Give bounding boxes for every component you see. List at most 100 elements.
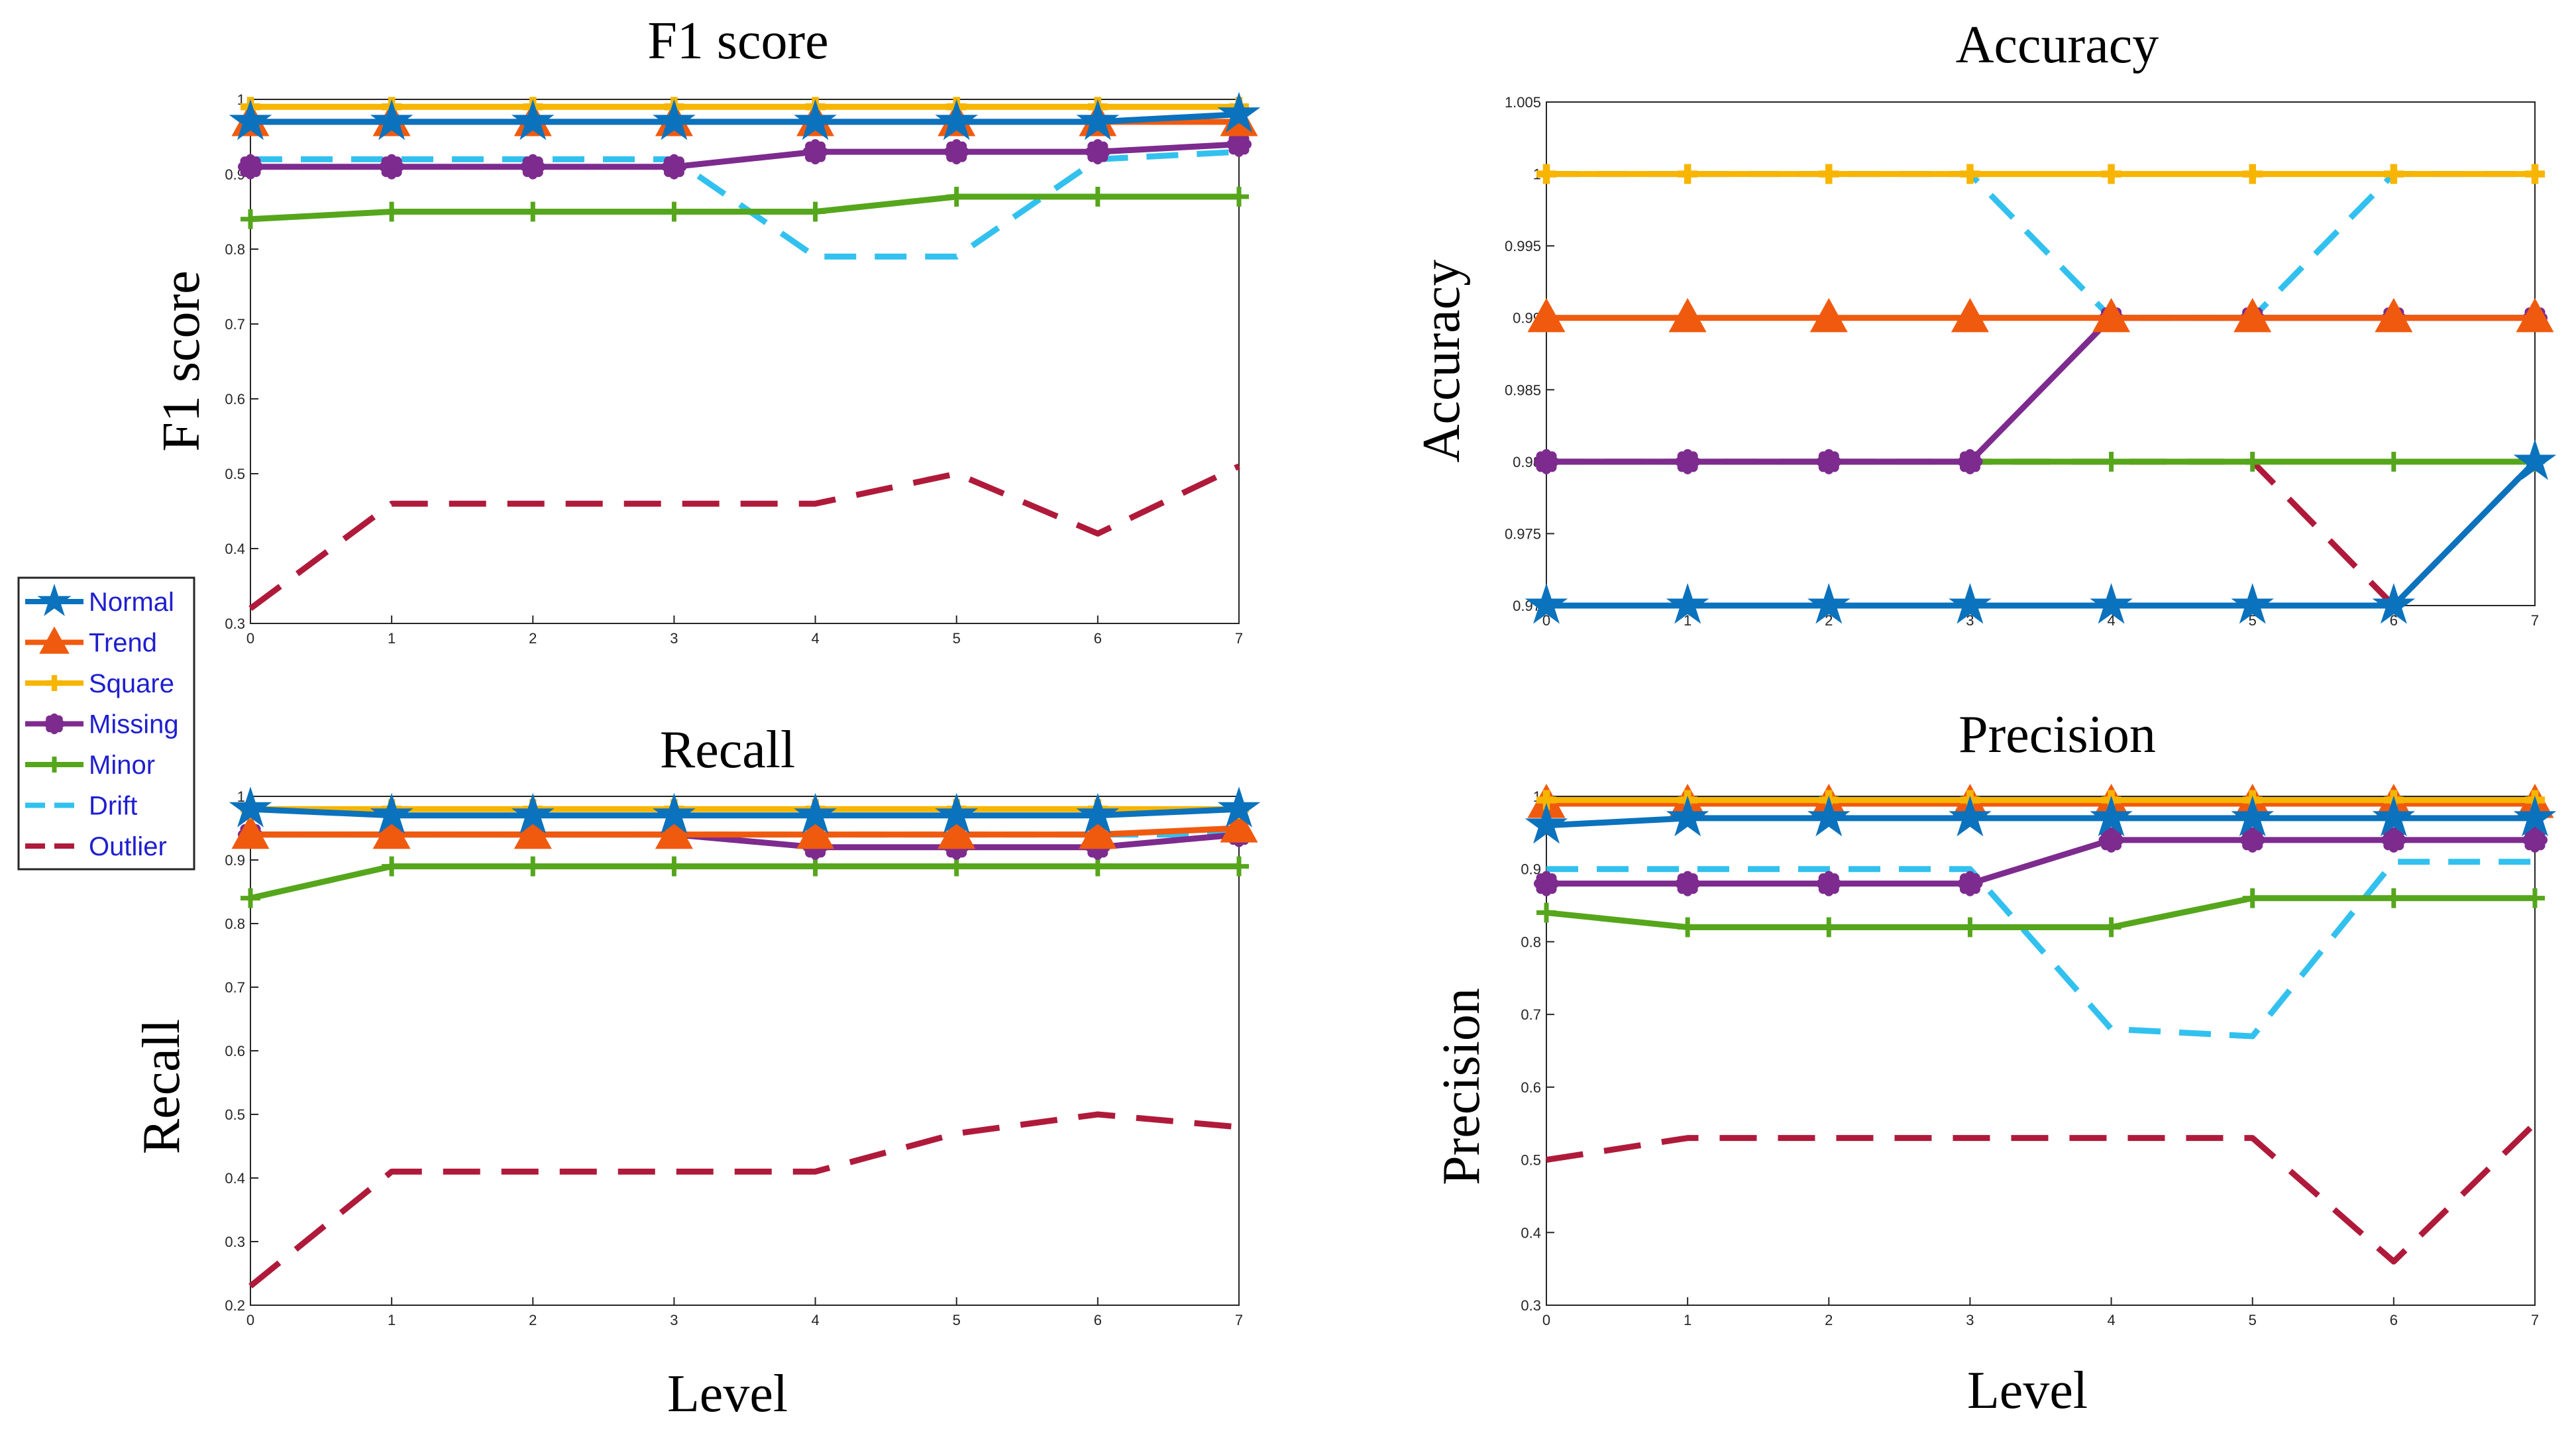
y-tick-label: 0.7 (1521, 1006, 1541, 1023)
plot-area-recall: 0 1 2 3 4 5 6 7 0.2 0.3 0.4 0.5 0.6 0.7 0.8 0.9 1 (225, 786, 1261, 1328)
x-tick-label: 4 (2107, 612, 2115, 629)
legend-item-square: Square (25, 669, 174, 698)
chart-title-recall: Recall (660, 721, 795, 779)
chart-panel-f1-score: 0 1 2 3 4 5 6 70.30.40.50.60.70.80.91 F1 score … (152, 12, 1261, 647)
x-tick-label: 6 (1094, 1312, 1102, 1328)
y-tick-label: 0.7 (225, 316, 245, 333)
legend-label-outlier: Outlier (89, 832, 167, 861)
x-tick-label: 3 (1966, 1312, 1974, 1328)
y-tick-label: 0.6 (225, 1043, 245, 1059)
point-missing-accuracy (1675, 449, 1701, 474)
point-missing-f1-score (1226, 131, 1252, 157)
y-tick-label: 0.6 (1521, 1079, 1541, 1096)
point-missing-f1-score (1085, 139, 1110, 165)
point-minor-f1-score (382, 201, 402, 222)
legend-marker-minor (46, 757, 62, 773)
y-tick-label: 0.7 (225, 979, 245, 996)
y-axis-label-f1-score: F1 score (152, 270, 211, 451)
x-tick-label: 2 (529, 630, 537, 647)
x-tick-label: 4 (2107, 1312, 2115, 1328)
y-axis-label-recall: Recall (133, 1019, 191, 1154)
legend-label-drift: Drift (89, 792, 137, 821)
series-line-normal-precision (1543, 815, 2538, 829)
point-missing-precision (2381, 827, 2406, 853)
plot-area-accuracy: 012345670.970.9750.980.9850.990.99511.00… (1505, 94, 2557, 629)
legend-label-square: Square (89, 669, 174, 698)
x-tick-label: 7 (1235, 630, 1243, 647)
series-line-drift-precision (1546, 859, 2535, 1040)
point-missing-precision (2239, 827, 2265, 853)
x-tick-label: 7 (1235, 1312, 1243, 1328)
point-missing-precision (1533, 871, 1560, 896)
y-tick-label: 0.995 (1505, 238, 1541, 254)
point-minor-accuracy (2383, 451, 2404, 472)
series-line-missing-precision (1543, 837, 2538, 887)
x-tick-label: 1 (388, 630, 396, 647)
point-missing-f1-score (802, 139, 828, 165)
x-axis-label-recall: Level (667, 1365, 788, 1423)
y-tick-label: 0.8 (225, 916, 245, 932)
point-minor-f1-score (805, 201, 826, 222)
series-line-normal-recall (247, 806, 1242, 819)
x-tick-label: 2 (1825, 1312, 1833, 1328)
y-tick-label: 0.5 (225, 466, 245, 482)
y-tick-label: 0.4 (1521, 1224, 1541, 1241)
point-minor-precision (1819, 917, 1839, 937)
x-tick-label: 0 (1542, 612, 1550, 629)
x-tick-label: 5 (2249, 1312, 2257, 1328)
legend-label-minor: Minor (89, 751, 155, 780)
point-minor-f1-score (1229, 186, 1249, 207)
legend: Normal Trend Square Missing Minor Drift Outlie… (17, 576, 195, 871)
point-minor-recall (241, 888, 260, 908)
y-tick-label: 0.8 (225, 241, 245, 258)
series-line-outlier-f1-score (248, 463, 1240, 612)
y-tick-label: 0.3 (1521, 1297, 1541, 1314)
x-tick-label: 5 (953, 1312, 961, 1328)
point-missing-f1-score (237, 154, 264, 180)
x-tick-label: 1 (1684, 1312, 1691, 1328)
x-tick-label: 4 (811, 1312, 819, 1328)
x-tick-label: 2 (529, 1312, 537, 1328)
chart-panel-recall: 0 1 2 3 4 5 6 7 0.2 0.3 0.4 0.5 0.6 0.7 0.8 0.9 1 Recall… (133, 721, 1261, 1423)
legend-label-trend: Trend (89, 629, 157, 658)
x-tick-label: 0 (246, 1312, 254, 1328)
y-tick-label: 0.2 (225, 1297, 245, 1314)
series-line-normal-f1-score (247, 111, 1242, 125)
x-tick-label: 0 (1542, 1312, 1550, 1328)
x-tick-label: 6 (2390, 612, 2398, 629)
x-tick-label: 7 (2531, 1312, 2539, 1328)
legend-marker-missing (44, 713, 65, 735)
x-tick-label: 4 (811, 630, 819, 647)
chart-title-precision: Precision (1959, 706, 2156, 764)
legend-item-outlier: Outlier (25, 832, 167, 861)
series-line-minor-f1-score (247, 193, 1242, 223)
legend-item-minor: Minor (25, 751, 155, 780)
y-tick-label: 0.5 (225, 1106, 245, 1123)
y-tick-label: 0.8 (1521, 934, 1541, 950)
point-minor-accuracy (2101, 451, 2121, 472)
legend-item-trend: Trend (25, 626, 157, 658)
plot-area-f1-score: 0 1 2 3 4 5 6 70.30.40.50.60.70.80.91 (225, 91, 1261, 647)
series-line-minor-recall (247, 863, 1242, 902)
point-minor-recall (382, 856, 402, 877)
legend-item-normal: Normal (25, 584, 174, 617)
x-tick-label: 3 (670, 1312, 678, 1328)
x-tick-label: 7 (2531, 612, 2539, 629)
point-missing-precision (1675, 871, 1701, 896)
series-line-drift-f1-score (250, 148, 1240, 260)
series-line-normal-accuracy (1543, 458, 2538, 609)
point-minor-precision (2383, 888, 2404, 908)
point-minor-precision (2525, 888, 2545, 908)
point-minor-precision (1960, 917, 1980, 937)
y-tick-label: 0.9 (225, 852, 245, 869)
point-missing-accuracy (1533, 449, 1560, 474)
series-line-missing-f1-score (247, 141, 1242, 170)
x-tick-label: 0 (246, 630, 254, 647)
point-minor-precision (1536, 902, 1556, 923)
point-missing-f1-score (520, 154, 546, 180)
series-line-trend-recall (247, 825, 1242, 838)
chart-panel-accuracy: 012345670.970.9750.980.9850.990.99511.00… (1413, 16, 2557, 629)
series-line-outlier-precision (1546, 1121, 2538, 1265)
